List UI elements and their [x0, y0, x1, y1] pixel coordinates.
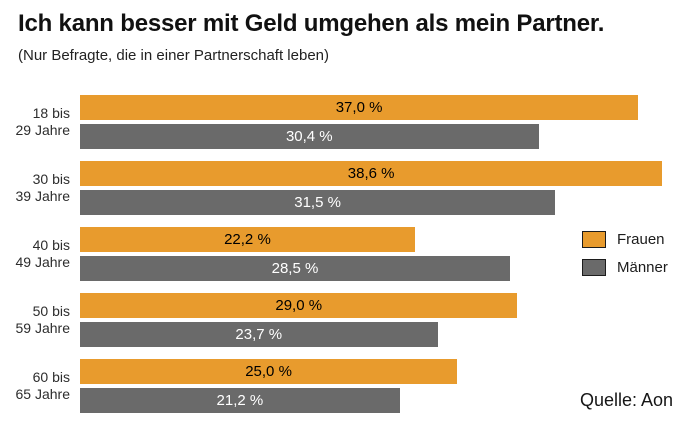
- group-label: 50 bis 59 Jahre: [15, 303, 70, 336]
- group-bars: 38,6 % 31,5 %: [80, 161, 700, 215]
- group-label: 30 bis 39 Jahre: [15, 171, 70, 204]
- group-label: 60 bis 65 Jahre: [15, 369, 70, 402]
- frauen-bar: 38,6 %: [80, 161, 663, 186]
- group-label: 18 bis 29 Jahre: [15, 105, 70, 138]
- legend: Frauen Männer: [582, 231, 668, 287]
- maenner-bar: 30,4 %: [80, 124, 539, 149]
- legend-label-maenner: Männer: [617, 259, 668, 276]
- maenner-bar: 23,7 %: [80, 322, 438, 347]
- chart-group: 50 bis 59 Jahre 29,0 % 23,7 %: [0, 293, 700, 347]
- group-label: 40 bis 49 Jahre: [15, 237, 70, 270]
- bar-chart: 18 bis 29 Jahre 37,0 % 30,4 % 30 bis 39 Jahre…: [0, 95, 700, 425]
- group-bars: 22,2 % 28,5 %: [80, 227, 700, 281]
- bar-value-label: 22,2 %: [224, 231, 271, 248]
- legend-label-frauen: Frauen: [617, 231, 665, 248]
- chart-group: 40 bis 49 Jahre 22,2 % 28,5 %: [0, 227, 700, 281]
- bar-value-label: 21,2 %: [216, 392, 264, 409]
- chart-group: 60 bis 65 Jahre 25,0 % 21,2 %: [0, 359, 700, 413]
- legend-item-maenner: Männer: [582, 259, 668, 276]
- frauen-bar: 29,0 %: [80, 293, 518, 318]
- bar-value-label: 38,6 %: [347, 165, 395, 182]
- bar-value-label: 29,0 %: [275, 297, 323, 314]
- chart-group: 30 bis 39 Jahre 38,6 % 31,5 %: [0, 161, 700, 215]
- frauen-bar: 25,0 %: [80, 359, 458, 384]
- frauen-color-swatch: [582, 231, 606, 248]
- group-bars: 25,0 % 21,2 %: [80, 359, 700, 413]
- bar-value-label: 25,0 %: [245, 363, 292, 380]
- page-subtitle: (Nur Befragte, die in einer Partnerschaf…: [18, 47, 329, 64]
- maenner-bar: 31,5 %: [80, 190, 556, 215]
- bar-value-label: 37,0 %: [335, 99, 383, 116]
- page-title: Ich kann besser mit Geld umgehen als mei…: [18, 10, 605, 37]
- maenner-bar: 28,5 %: [80, 256, 510, 281]
- legend-item-frauen: Frauen: [582, 231, 668, 248]
- frauen-bar: 37,0 %: [80, 95, 639, 120]
- maenner-color-swatch: [582, 259, 606, 276]
- group-bars: 29,0 % 23,7 %: [80, 293, 700, 347]
- group-bars: 37,0 % 30,4 %: [80, 95, 700, 149]
- bar-value-label: 30,4 %: [285, 128, 333, 145]
- bar-value-label: 28,5 %: [271, 260, 319, 277]
- bar-value-label: 23,7 %: [235, 326, 283, 343]
- frauen-bar: 22,2 %: [80, 227, 415, 252]
- bar-value-label: 31,5 %: [294, 194, 341, 211]
- chart-group: 18 bis 29 Jahre 37,0 % 30,4 %: [0, 95, 700, 149]
- maenner-bar: 21,2 %: [80, 388, 400, 413]
- source-label: Quelle: Aon: [580, 390, 674, 410]
